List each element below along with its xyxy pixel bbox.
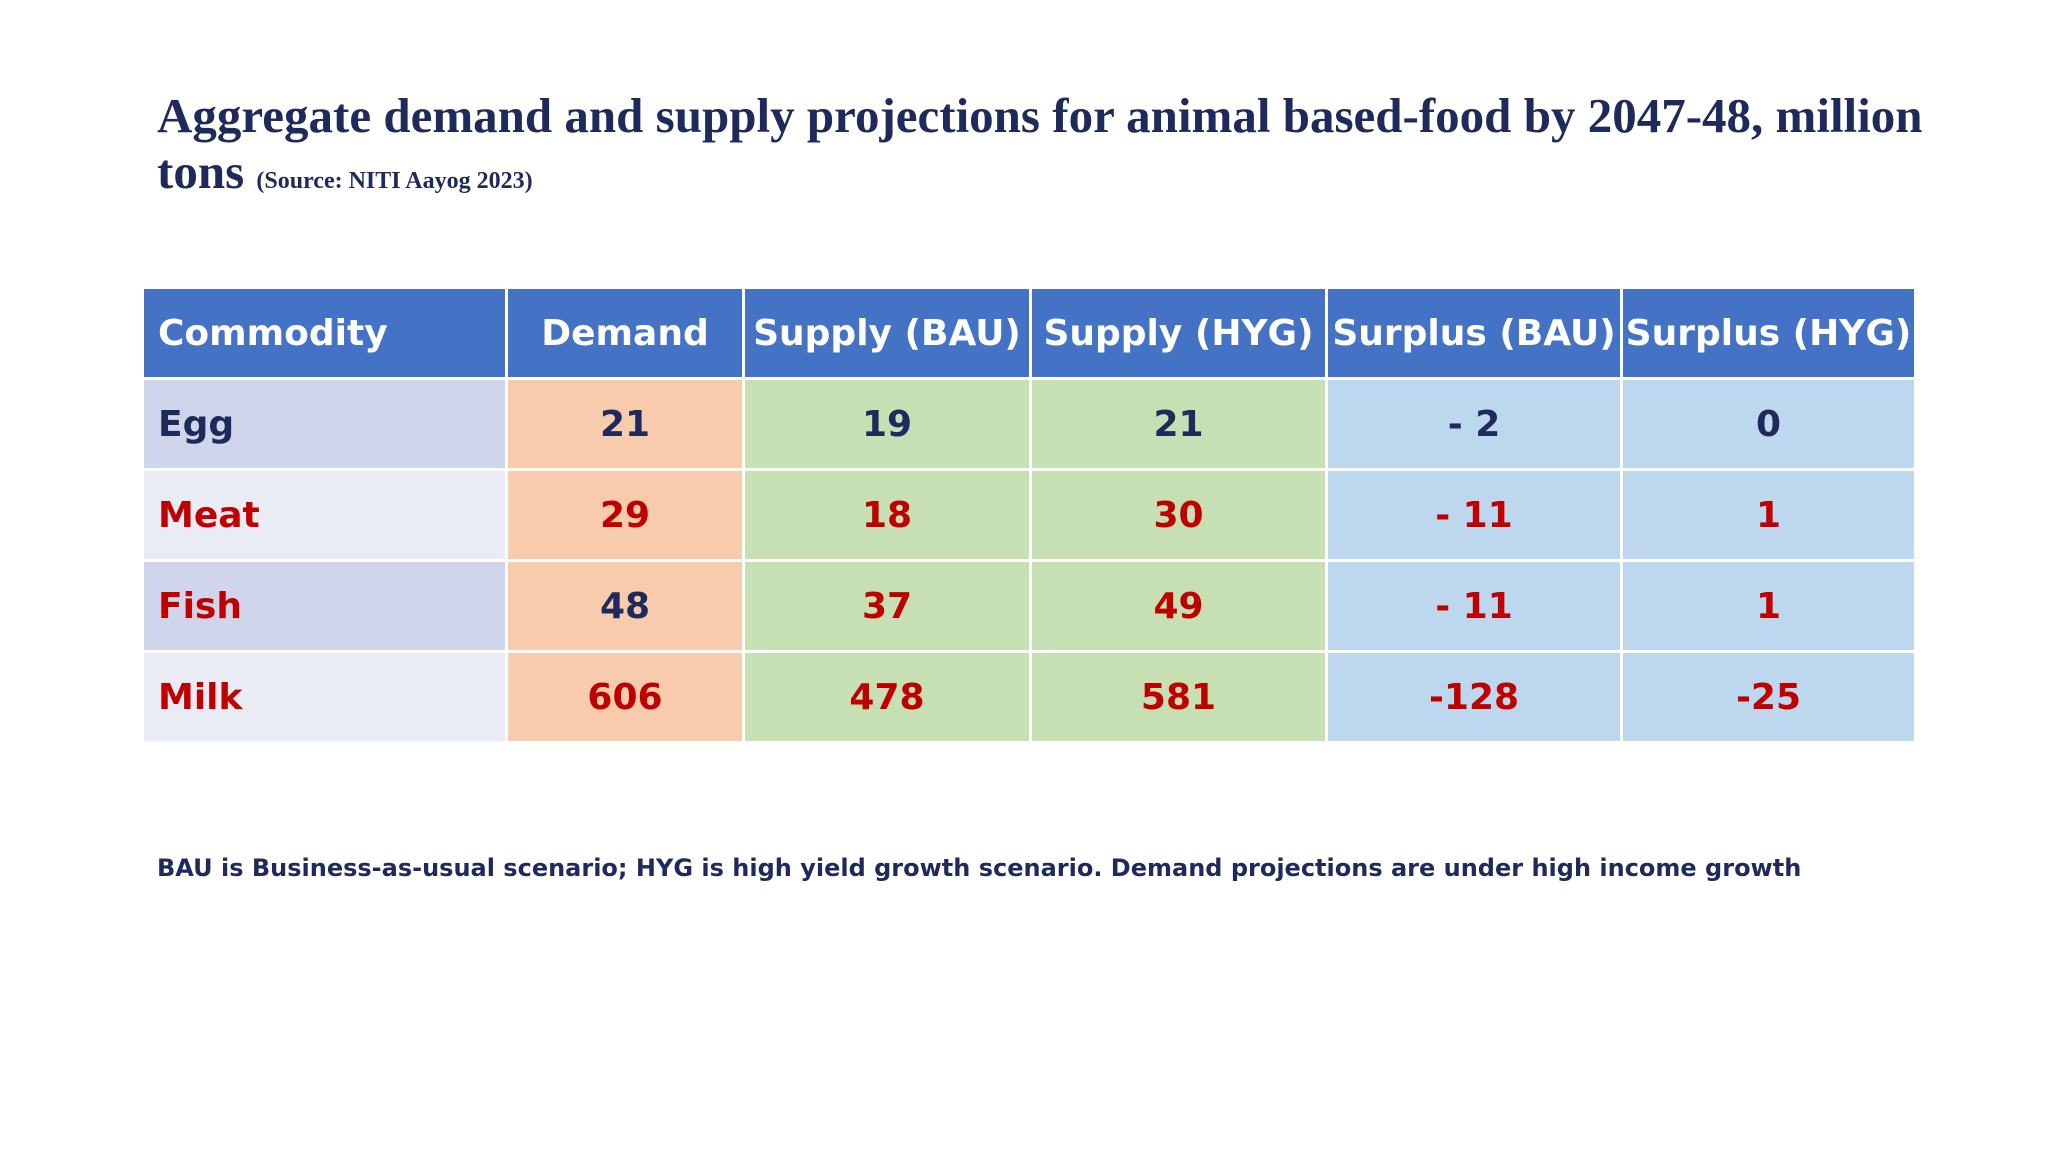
slide-title: Aggregate demand and supply projections … [157, 88, 1957, 209]
supply-hyg-cell: 21 [1029, 377, 1328, 471]
header-commodity: Commodity [141, 286, 508, 380]
header-surplus-bau: Surplus (BAU) [1325, 286, 1623, 380]
demand-cell: 29 [505, 468, 745, 562]
supply-bau-cell: 18 [742, 468, 1032, 562]
table-header-row: Commodity Demand Supply (BAU) Supply (HY… [141, 286, 1917, 380]
supply-bau-cell: 478 [742, 650, 1032, 744]
commodity-cell: Egg [141, 377, 508, 471]
commodity-cell: Milk [141, 650, 508, 744]
demand-cell: 606 [505, 650, 745, 744]
table-row: Meat 29 18 30 - 11 1 [141, 468, 1917, 562]
surplus-hyg-cell: 1 [1620, 468, 1917, 562]
surplus-hyg-cell: 1 [1620, 559, 1917, 653]
commodity-cell: Fish [141, 559, 508, 653]
table-row: Fish 48 37 49 - 11 1 [141, 559, 1917, 653]
commodity-cell: Meat [141, 468, 508, 562]
supply-bau-cell: 19 [742, 377, 1032, 471]
surplus-bau-cell: -128 [1325, 650, 1623, 744]
table-row: Egg 21 19 21 - 2 0 [141, 377, 1917, 471]
header-surplus-hyg: Surplus (HYG) [1620, 286, 1917, 380]
surplus-hyg-cell: -25 [1620, 650, 1917, 744]
title-main: Aggregate demand and supply projections … [157, 88, 1923, 199]
supply-hyg-cell: 581 [1029, 650, 1328, 744]
surplus-bau-cell: - 2 [1325, 377, 1623, 471]
surplus-bau-cell: - 11 [1325, 559, 1623, 653]
supply-hyg-cell: 49 [1029, 559, 1328, 653]
table-row: Milk 606 478 581 -128 -25 [141, 650, 1917, 744]
demand-cell: 21 [505, 377, 745, 471]
header-supply-bau: Supply (BAU) [742, 286, 1032, 380]
title-source: (Source: NITI Aayog 2023) [256, 168, 533, 194]
projections-table: Commodity Demand Supply (BAU) Supply (HY… [141, 286, 1917, 744]
surplus-bau-cell: - 11 [1325, 468, 1623, 562]
demand-cell: 48 [505, 559, 745, 653]
header-demand: Demand [505, 286, 745, 380]
header-supply-hyg: Supply (HYG) [1029, 286, 1328, 380]
footnote: BAU is Business-as-usual scenario; HYG i… [157, 854, 1802, 882]
supply-hyg-cell: 30 [1029, 468, 1328, 562]
supply-bau-cell: 37 [742, 559, 1032, 653]
surplus-hyg-cell: 0 [1620, 377, 1917, 471]
